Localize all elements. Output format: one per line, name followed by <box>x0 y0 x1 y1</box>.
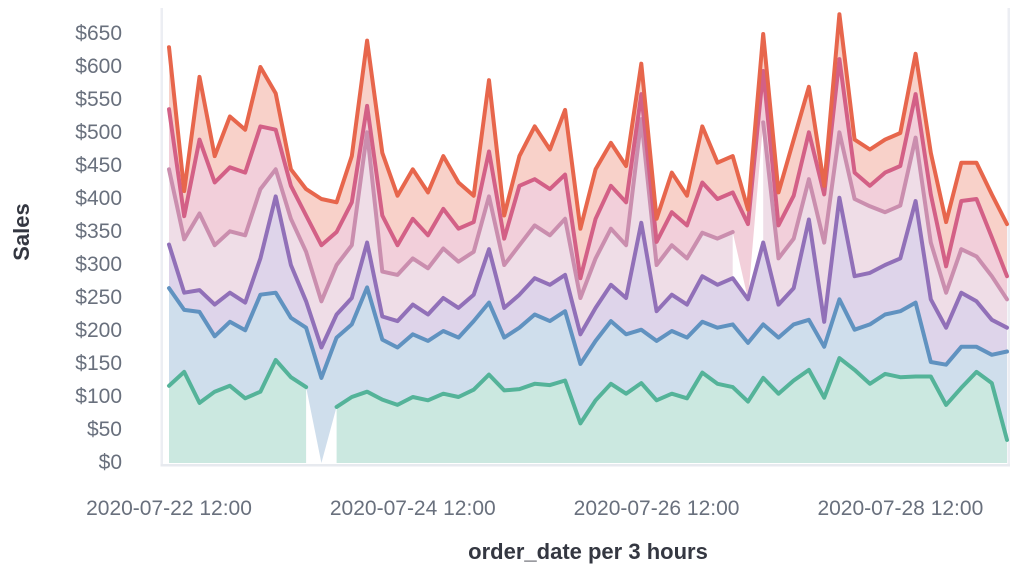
y-tick-label: $400 <box>75 187 122 210</box>
area-line-series-2[interactable] <box>167 285 1009 380</box>
y-tick-label: $350 <box>75 220 122 243</box>
area-fill-series-4[interactable] <box>763 122 1007 328</box>
area-line-series-1[interactable] <box>167 358 309 405</box>
area-line-series-3[interactable] <box>167 194 1009 350</box>
area-line-series-5[interactable] <box>167 57 1009 281</box>
area-fill-series-1[interactable] <box>336 358 1008 463</box>
y-tick-label: $650 <box>75 22 122 45</box>
area-line-series-1[interactable] <box>334 356 1009 442</box>
x-tick-label: 2020-07-26 12:00 <box>573 497 740 520</box>
y-tick-label: $0 <box>98 451 122 474</box>
y-tick-label: $50 <box>86 418 122 441</box>
y-axis-line <box>160 8 163 466</box>
y-tick-label: $300 <box>75 253 122 276</box>
x-axis-line <box>160 464 1010 467</box>
x-tick-label: 2020-07-28 12:00 <box>817 497 984 520</box>
y-tick-label: $200 <box>75 319 122 342</box>
x-tick-label: 2020-07-22 12:00 <box>86 497 252 520</box>
area-line-series-6[interactable] <box>167 12 1009 231</box>
y-tick-label: $550 <box>75 88 122 111</box>
y-tick-label: $150 <box>75 352 122 375</box>
plot-right-border <box>1007 8 1010 466</box>
y-tick-label: $450 <box>75 154 122 177</box>
x-tick-label: 2020-07-24 12:00 <box>329 497 496 520</box>
area-fill-series-3[interactable] <box>169 196 1007 378</box>
area-fill-series-4[interactable] <box>169 119 733 348</box>
x-axis-title: order_date per 3 hours <box>468 539 708 564</box>
y-tick-label: $600 <box>75 55 122 78</box>
y-tick-label: $250 <box>75 286 122 309</box>
y-tick-label: $100 <box>75 385 122 408</box>
area-fill-series-1[interactable] <box>169 360 307 463</box>
area-fill-series-6[interactable] <box>169 14 1007 279</box>
area-line-series-4[interactable] <box>761 120 1009 302</box>
area-line-series-4[interactable] <box>167 117 735 304</box>
y-tick-label: $500 <box>75 121 122 144</box>
